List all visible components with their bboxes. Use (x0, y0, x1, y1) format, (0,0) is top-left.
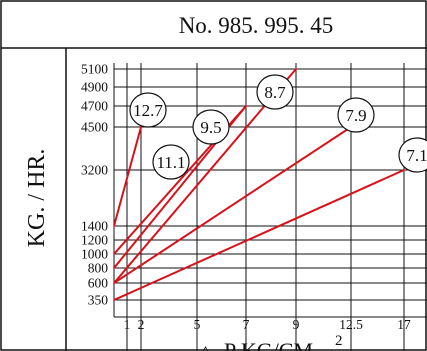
x-tick-labels: 1 2 5 7 9 12.5 17 (124, 317, 411, 332)
y-tick-label: 1200 (81, 233, 108, 248)
y-tick-label: 800 (88, 261, 109, 276)
x-axis-label-superscript: 2 (335, 333, 343, 349)
x-axis-label: P KG/CM (224, 338, 313, 351)
chart-title: No. 985. 995. 45 (179, 13, 334, 38)
x-tick-label: 17 (397, 317, 411, 332)
y-tick-label: 4700 (81, 99, 108, 114)
series-badge-label: 7.9 (345, 106, 366, 125)
series-line-7-1 (114, 169, 405, 301)
y-tick-label: 600 (88, 276, 109, 291)
y-tick-label: 4500 (81, 120, 108, 135)
series-badge-circle (337, 97, 375, 133)
x-axis-symbol: △ (199, 342, 213, 351)
y-tick-label: 350 (88, 293, 109, 308)
y-tick-label: 1400 (81, 219, 108, 234)
series-badge-circle (398, 137, 427, 173)
series-badge-label: 12.7 (133, 101, 163, 120)
y-tick-label: 3200 (81, 163, 108, 178)
series-badge-circle (192, 109, 230, 145)
x-tick-label: 7 (243, 317, 250, 332)
x-tick-label: 2 (138, 317, 145, 332)
series-badge-label: 8.7 (264, 83, 286, 102)
series-line-12-7 (114, 126, 142, 227)
y-axis-label: KG. / HR. (24, 149, 50, 248)
x-tick-label: 12.5 (339, 317, 363, 332)
x-tick-label: 9 (293, 317, 300, 332)
y-tick-label: 4900 (81, 80, 108, 95)
series-labels: 12.7 11.1 9.5 8.7 7.9 7.1 (129, 74, 427, 180)
series-badge-circle (152, 144, 190, 180)
y-tick-label: 5100 (81, 62, 108, 77)
series-line-7-9 (114, 126, 352, 284)
series-badge-label: 9.5 (200, 118, 221, 137)
y-tick-label: 1000 (81, 247, 108, 262)
series-badge-label: 7.1 (406, 146, 427, 165)
series-badge-circle (256, 74, 294, 110)
x-tick-label: 1 (124, 317, 131, 332)
x-tick-label: 5 (194, 317, 201, 332)
series-badge-label: 11.1 (156, 153, 185, 172)
series-badge-circle (129, 92, 167, 128)
